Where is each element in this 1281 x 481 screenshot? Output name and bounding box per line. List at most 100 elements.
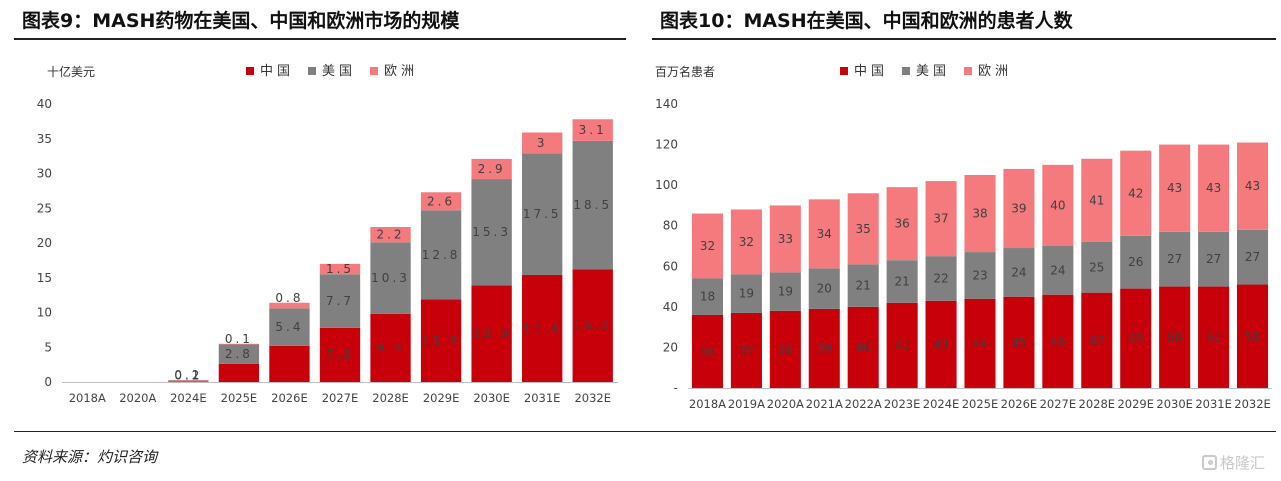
y-tick-label: 140 [655,97,678,111]
data-label-china: 39 [817,341,832,355]
legend-swatch-china [246,67,254,75]
bar-segment-eu [420,192,462,211]
data-label-china: 9.8 [376,341,404,355]
data-label-china: 37 [739,343,754,357]
bar-segment-eu [370,227,411,243]
x-tick-label: 2028E [1079,397,1116,411]
y-tick-label: 60 [663,259,678,273]
bar-segment-us [370,242,411,314]
y-tick-label: 100 [655,178,678,192]
bar-segment-us [1159,231,1191,287]
data-label-china: 43 [933,337,948,351]
legend-label-us: 美国 [916,64,950,79]
legend-swatch-us [308,67,316,75]
data-label-us: 5.4 [275,320,303,334]
legend-swatch-eu [370,67,378,75]
title-rule-right [652,38,1276,40]
data-label-china: 47 [1089,333,1104,347]
watermark: 格隆汇 [1201,452,1265,473]
bar-segment-china [691,314,724,388]
bar-segment-china [370,313,411,382]
data-label-us: 17.5 [523,207,562,221]
bar-segment-china [808,308,840,388]
data-label-eu: 36 [894,217,909,231]
x-tick-label: 2024E [923,397,960,411]
bar-segment-us [218,344,260,364]
bar-segment-china [1198,286,1230,388]
bar-segment-eu [1236,142,1269,230]
x-tick-label: 2031E [524,391,561,405]
data-label-us: 18 [700,290,715,304]
x-tick-label: 2029E [423,391,460,405]
y-tick-label: 15 [37,271,52,285]
y-axis-unit-label: 百万名患者 [655,64,715,79]
bar-segment-us [1081,241,1113,293]
data-label-eu: 0.8 [275,291,303,305]
bar-segment-us [886,260,918,303]
bar-segment-china [319,327,361,382]
y-tick-label: 20 [37,236,52,250]
bar-segment-eu [522,132,563,154]
data-label-eu: 35 [856,222,871,236]
bar-segment-eu [471,158,512,180]
y-tick-label: 40 [37,97,52,111]
bar-segment-china [964,298,996,388]
bar-segment-china [1120,288,1152,388]
bar-segment-china [471,285,512,382]
data-label-eu: 2.9 [478,162,506,176]
bar-segment-us [769,272,801,311]
data-label-us: 24 [1050,263,1065,277]
data-label-eu: 43 [1206,181,1221,195]
bar-segment-eu [572,119,613,141]
y-tick-label: 20 [663,340,678,354]
y-tick-label: 80 [663,219,678,233]
bar-segment-us [572,140,613,270]
data-label-eu: 43 [1167,181,1182,195]
legend-label-eu: 欧洲 [384,64,418,79]
x-tick-label: 2021A [806,397,843,411]
data-label-us: 23 [972,268,987,282]
data-label-china: 11.9 [422,334,461,348]
bar-segment-china [572,269,613,382]
bar-segment-eu [269,302,310,309]
data-label-us: 0.2 [174,369,202,383]
x-tick-label: 2032E [574,391,611,405]
bar-segment-us [1003,248,1035,297]
bar-segment-china [925,300,957,388]
bar-segment-eu [1042,164,1074,246]
data-label-eu: 0.1 [225,332,253,346]
x-tick-label: 2023E [884,397,921,411]
y-tick-label: 5 [44,340,52,354]
data-label-eu: 34 [817,227,832,241]
data-label-eu: 32 [739,235,754,249]
data-label-china: 42 [894,338,909,352]
bar-segment-eu [1198,144,1230,232]
data-label-china: 15.4 [523,321,562,335]
x-tick-label: 2020A [119,391,156,405]
chart-title-left: 图表9：MASH药物在美国、中国和欧洲市场的规模 [22,10,460,32]
data-label-us: 27 [1245,250,1260,264]
watermark-text: 格隆汇 [1219,454,1265,472]
x-tick-label: 2030E [1156,397,1193,411]
data-label-china: 50 [1167,330,1182,344]
x-tick-label: 2019A [728,397,765,411]
y-tick-label: - [674,381,678,395]
data-label-china: 51 [1245,329,1260,343]
bar-segment-china [847,306,879,388]
legend-swatch-us [902,67,910,75]
bar-segment-us [730,274,762,313]
bar-segment-us [808,268,840,309]
legend-swatch-eu [964,67,972,75]
y-tick-label: 25 [37,201,52,215]
bar-segment-china [420,299,462,382]
bar-segment-china [218,363,260,382]
bar-segment-china [769,310,801,388]
x-tick-label: 2031E [1195,397,1232,411]
x-tick-label: 2029E [1117,397,1154,411]
bar-segment-china [1042,294,1074,388]
bar-segment-china [1236,284,1269,388]
x-tick-label: 2027E [1040,397,1077,411]
data-label-eu: 42 [1128,186,1143,200]
data-label-us: 7.7 [326,294,354,308]
